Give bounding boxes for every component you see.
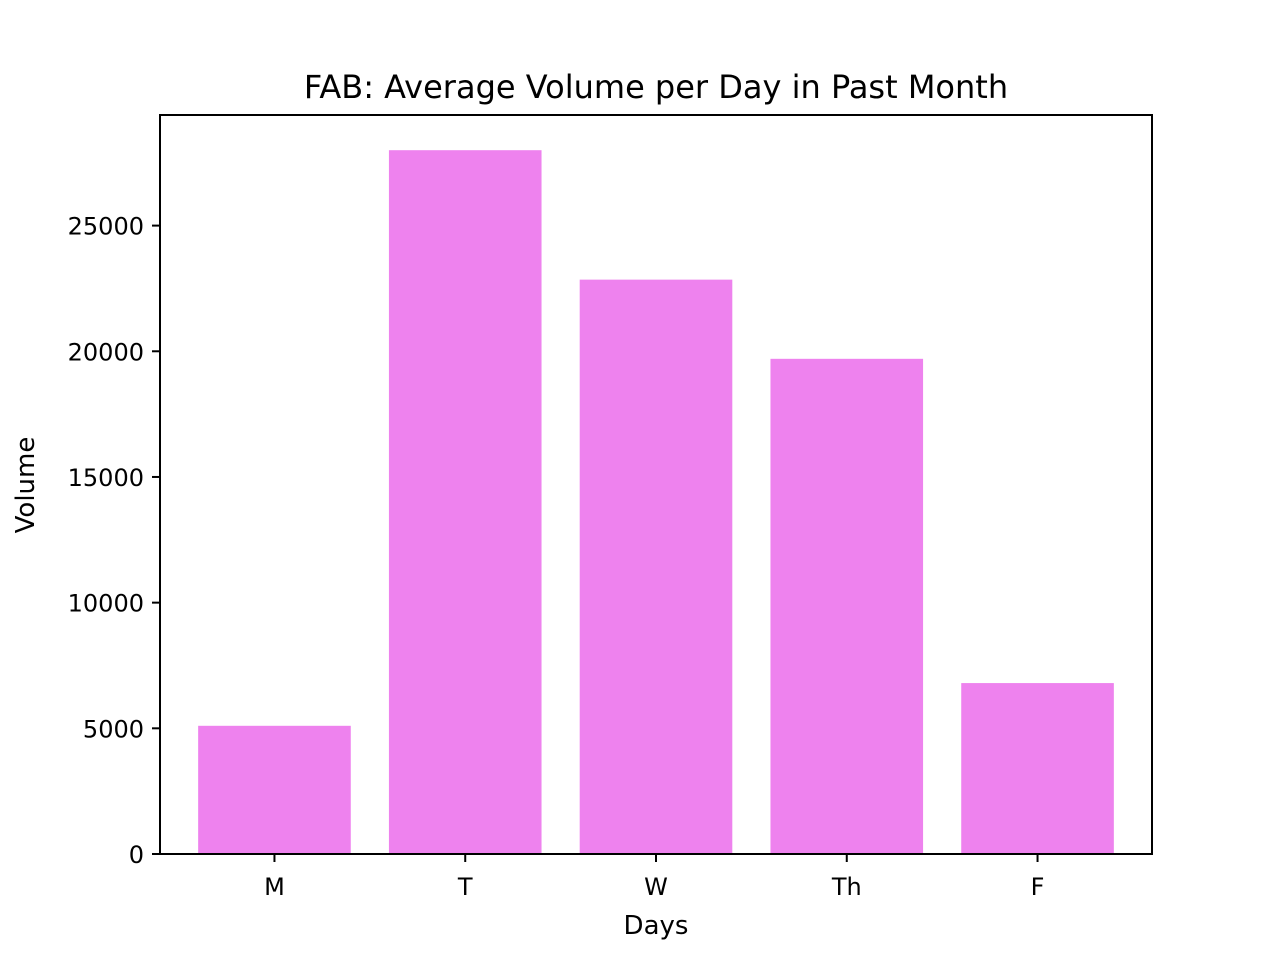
x-tick-label: T	[457, 873, 473, 901]
y-axis-ticks: 0 5000 10000 15000 20000 25000	[68, 213, 160, 869]
y-tick-label: 5000	[83, 715, 144, 743]
y-tick-label: 25000	[68, 213, 144, 241]
y-tick-label: 10000	[68, 590, 144, 618]
bar-f	[961, 683, 1114, 854]
y-tick-label: 0	[129, 841, 144, 869]
x-tick-label: M	[264, 873, 285, 901]
x-axis-ticks: M T W Th F	[264, 854, 1044, 901]
x-axis-label: Days	[624, 911, 689, 941]
bars-layer	[198, 150, 1114, 855]
chart-title: FAB: Average Volume per Day in Past Mont…	[304, 68, 1008, 106]
bar-w	[579, 279, 733, 855]
y-axis-label: Volume	[11, 437, 41, 534]
y-tick-label: 15000	[68, 464, 144, 492]
x-tick-label: F	[1031, 873, 1045, 901]
x-tick-label: Th	[831, 873, 862, 901]
y-tick-label: 20000	[68, 338, 144, 366]
bar-m	[198, 725, 351, 854]
bar-t	[388, 150, 542, 854]
bar-th	[770, 358, 924, 854]
x-tick-label: W	[644, 873, 668, 901]
plot-frame	[159, 114, 1153, 855]
